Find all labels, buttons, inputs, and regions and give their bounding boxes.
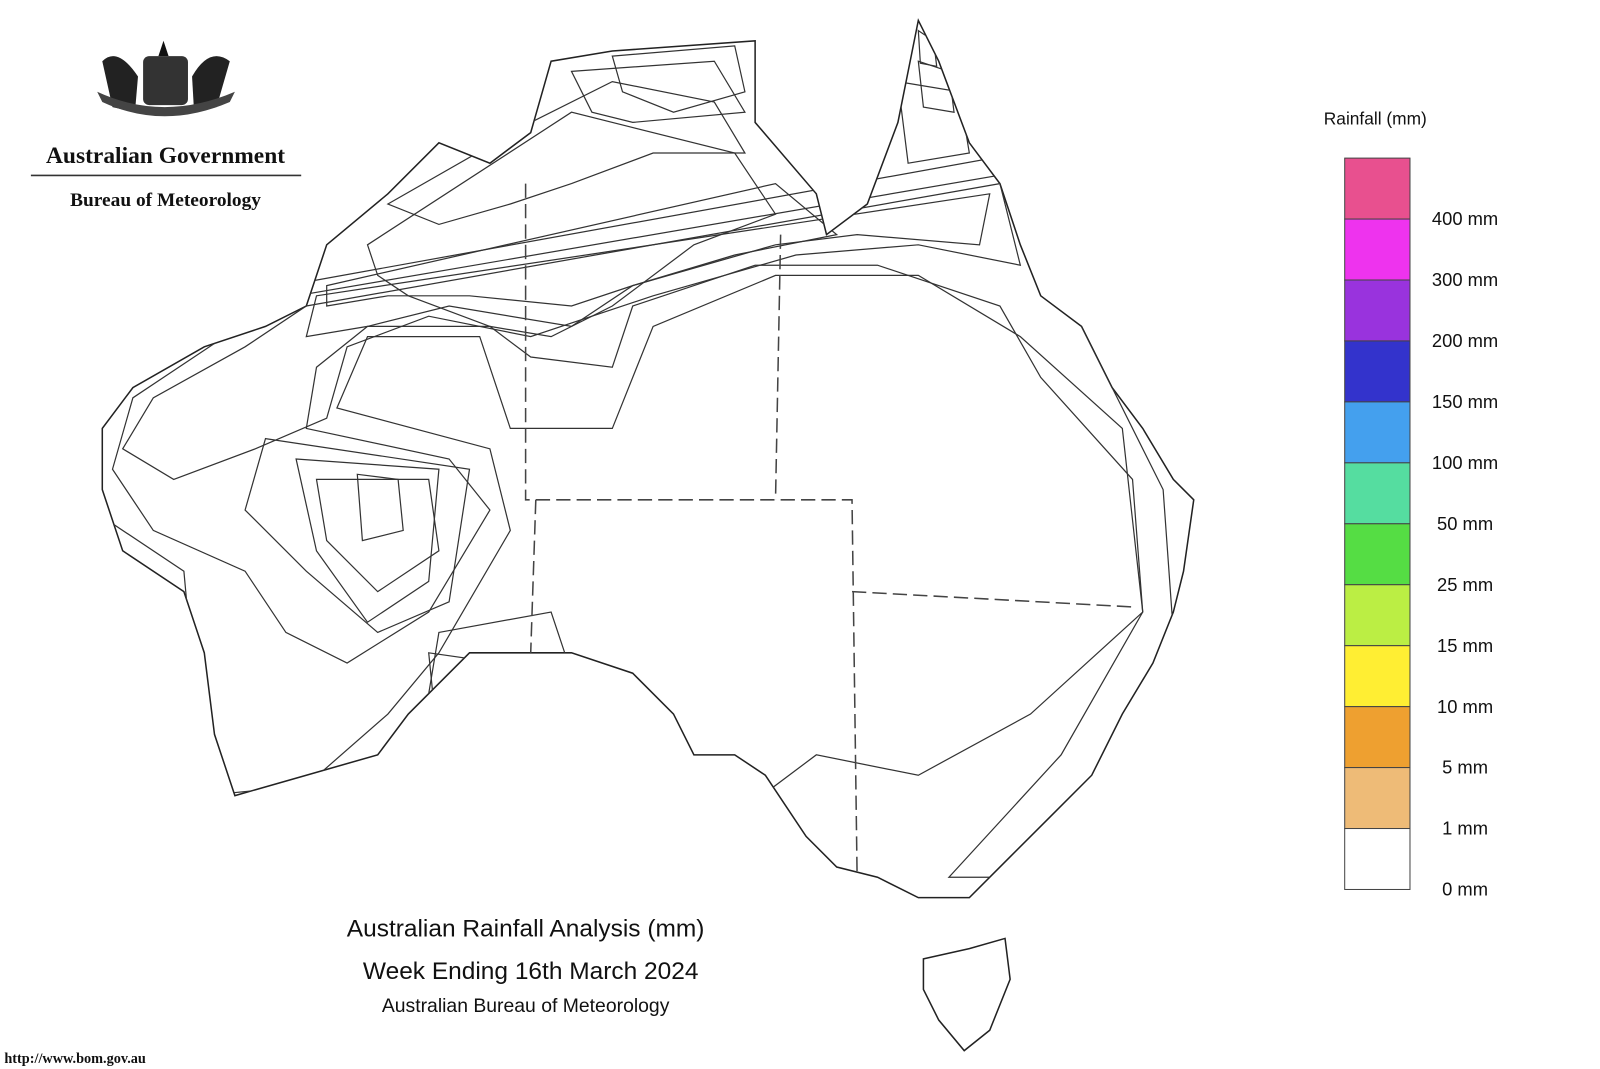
- legend-swatch: [1344, 584, 1411, 647]
- legend-swatch: [1344, 340, 1411, 403]
- legend-swatch: [1344, 462, 1411, 525]
- legend-label: 10 mm: [1437, 696, 1493, 717]
- legend-swatch: [1344, 767, 1411, 830]
- legend-swatch: [1344, 645, 1411, 708]
- government-name: Australian Government: [46, 143, 285, 169]
- legend-label: 200 mm: [1432, 330, 1498, 351]
- legend-label: 15 mm: [1437, 635, 1493, 656]
- website-url: http://www.bom.gov.au: [4, 1051, 146, 1067]
- legend-swatch: [1344, 401, 1411, 464]
- legend-label: 25 mm: [1437, 574, 1493, 595]
- legend-label: 1 mm: [1442, 818, 1488, 839]
- map-source: Australian Bureau of Meteorology: [382, 995, 670, 1017]
- agency-name: Bureau of Meteorology: [70, 190, 261, 211]
- legend-title: Rainfall (mm): [1324, 108, 1427, 128]
- legend-label: 0 mm: [1442, 879, 1488, 900]
- map-title: Australian Rainfall Analysis (mm): [347, 915, 705, 942]
- map-period: Week Ending 16th March 2024: [363, 958, 699, 985]
- legend-swatch: [1344, 706, 1411, 769]
- legend-label: 400 mm: [1432, 208, 1498, 229]
- legend-swatch: [1344, 828, 1411, 890]
- legend-label: 150 mm: [1432, 391, 1498, 412]
- legend-label: 100 mm: [1432, 452, 1498, 473]
- legend-swatch: [1344, 157, 1411, 220]
- legend: 400 mm 300 mm 200 mm 150 mm 100 mm 50 mm 25 mm…: [1344, 157, 1498, 900]
- legend-label: 300 mm: [1432, 269, 1498, 290]
- legend-swatch: [1344, 523, 1411, 586]
- logo: [97, 40, 235, 117]
- legend-label: 50 mm: [1437, 513, 1493, 534]
- legend-label: 5 mm: [1442, 757, 1488, 778]
- legend-swatch: [1344, 218, 1411, 281]
- legend-swatch: [1344, 279, 1411, 342]
